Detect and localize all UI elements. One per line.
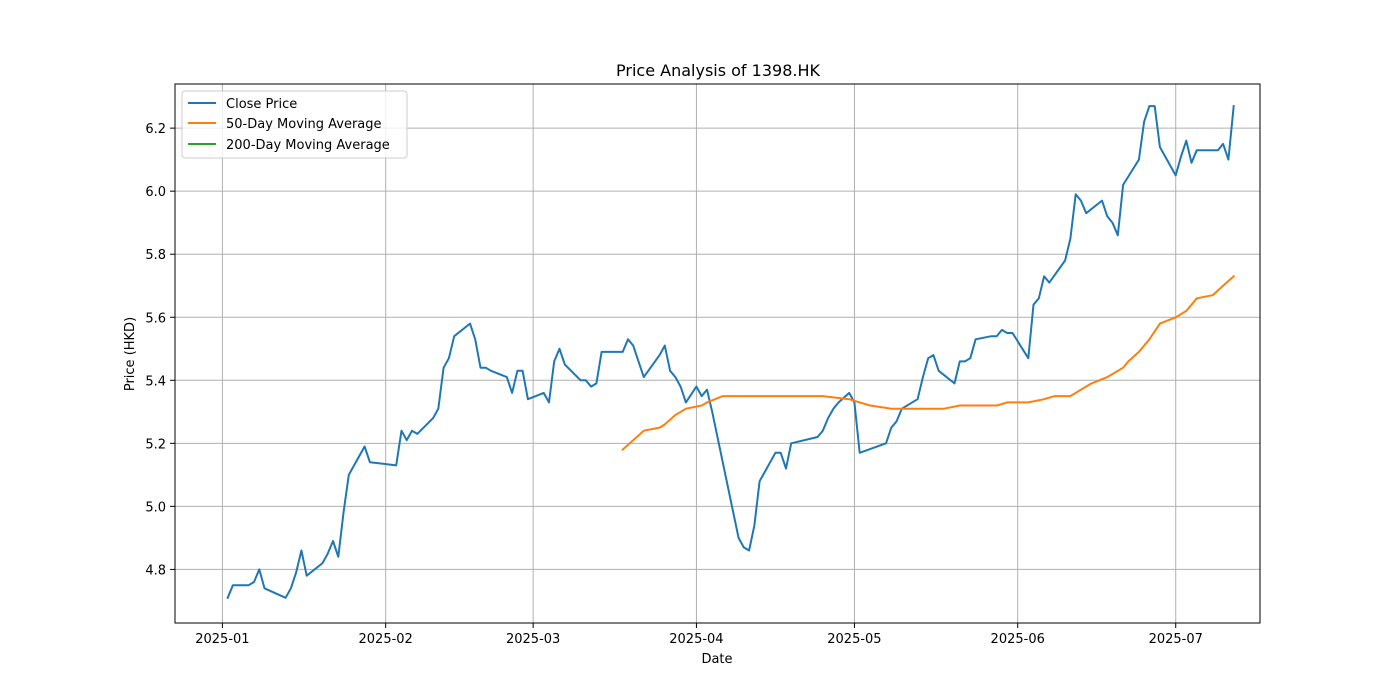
y-tick-label: 6.2: [145, 122, 166, 137]
x-tick-label: 2025-02: [359, 632, 413, 647]
y-tick-label: 6.0: [145, 185, 166, 200]
x-tick-label: 2025-07: [1149, 632, 1203, 647]
y-tick-label: 5.6: [145, 311, 166, 326]
y-tick-label: 5.0: [145, 500, 166, 515]
chart-title: Price Analysis of 1398.HK: [616, 61, 820, 80]
x-tick-label: 2025-01: [195, 632, 249, 647]
y-axis-label: Price (HKD): [123, 317, 138, 391]
y-tick-label: 4.8: [145, 563, 166, 578]
x-axis-ticks: 2025-01 2025-02 2025-03 2025-04 2025-05 2025-…: [195, 623, 1203, 647]
legend-label-50-day-ma: 50-Day Moving Average: [226, 117, 382, 132]
y-tick-label: 5.4: [145, 374, 166, 389]
gridlines: [175, 84, 1260, 623]
y-tick-label: 5.2: [145, 437, 166, 452]
x-tick-label: 2025-06: [991, 632, 1045, 647]
series-line-50-day-moving-average: [621, 274, 1236, 452]
legend-box: [181, 90, 408, 159]
series-lines: [226, 105, 1236, 600]
legend-label-close-price: Close Price: [226, 97, 297, 112]
series-line-close-price: [226, 105, 1235, 600]
x-tick-label: 2025-03: [506, 632, 560, 647]
plot-area-frame: [174, 83, 1261, 624]
y-axis-ticks: 4.8 5.0 5.2 5.4 5.6 5.8 6.0 6.2: [145, 122, 175, 578]
x-tick-label: 2025-05: [827, 632, 881, 647]
legend: Close Price 50-Day Moving Average 200-Da…: [181, 90, 408, 159]
legend-label-200-day-ma: 200-Day Moving Average: [226, 138, 390, 153]
x-tick-label: 2025-04: [669, 632, 723, 647]
x-axis-label: Date: [701, 652, 732, 667]
y-tick-label: 5.8: [145, 248, 166, 263]
